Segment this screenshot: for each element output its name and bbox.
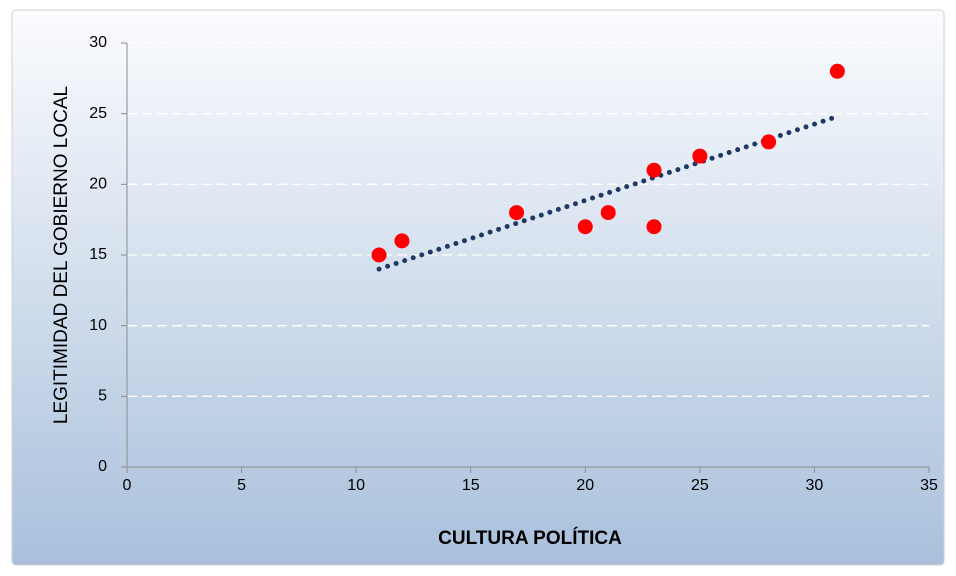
data-point — [646, 219, 662, 235]
data-point — [646, 162, 662, 178]
x-tick-label: 10 — [347, 477, 365, 494]
x-tick-label: 15 — [462, 477, 480, 494]
y-tick-label: 0 — [98, 458, 107, 475]
data-point — [692, 148, 708, 164]
x-tick-label: 20 — [576, 477, 594, 494]
data-point — [829, 63, 845, 79]
data-point — [394, 233, 410, 249]
data-point — [600, 205, 616, 221]
y-tick-label: 25 — [89, 105, 107, 122]
trendline — [376, 113, 840, 272]
y-tick-label: 15 — [89, 246, 107, 263]
y-axis-label: LEGITIMIDAD DEL GOBIERNO LOCAL — [51, 86, 72, 424]
x-tick-label: 35 — [920, 477, 938, 494]
chart-background — [11, 9, 945, 566]
x-tick-label: 25 — [691, 477, 709, 494]
y-tick-label: 10 — [89, 317, 107, 334]
y-tick-label: 5 — [98, 388, 107, 405]
x-tick-label: 30 — [806, 477, 824, 494]
x-axis-label: CULTURA POLÍTICA — [438, 527, 622, 549]
data-point — [371, 247, 387, 263]
x-tick-label: 0 — [123, 477, 132, 494]
y-tick-label: 30 — [89, 34, 107, 51]
data-point — [761, 134, 777, 150]
x-tick-label: 5 — [237, 477, 246, 494]
data-point — [509, 205, 525, 221]
data-point — [577, 219, 593, 235]
y-tick-label: 20 — [89, 176, 107, 193]
